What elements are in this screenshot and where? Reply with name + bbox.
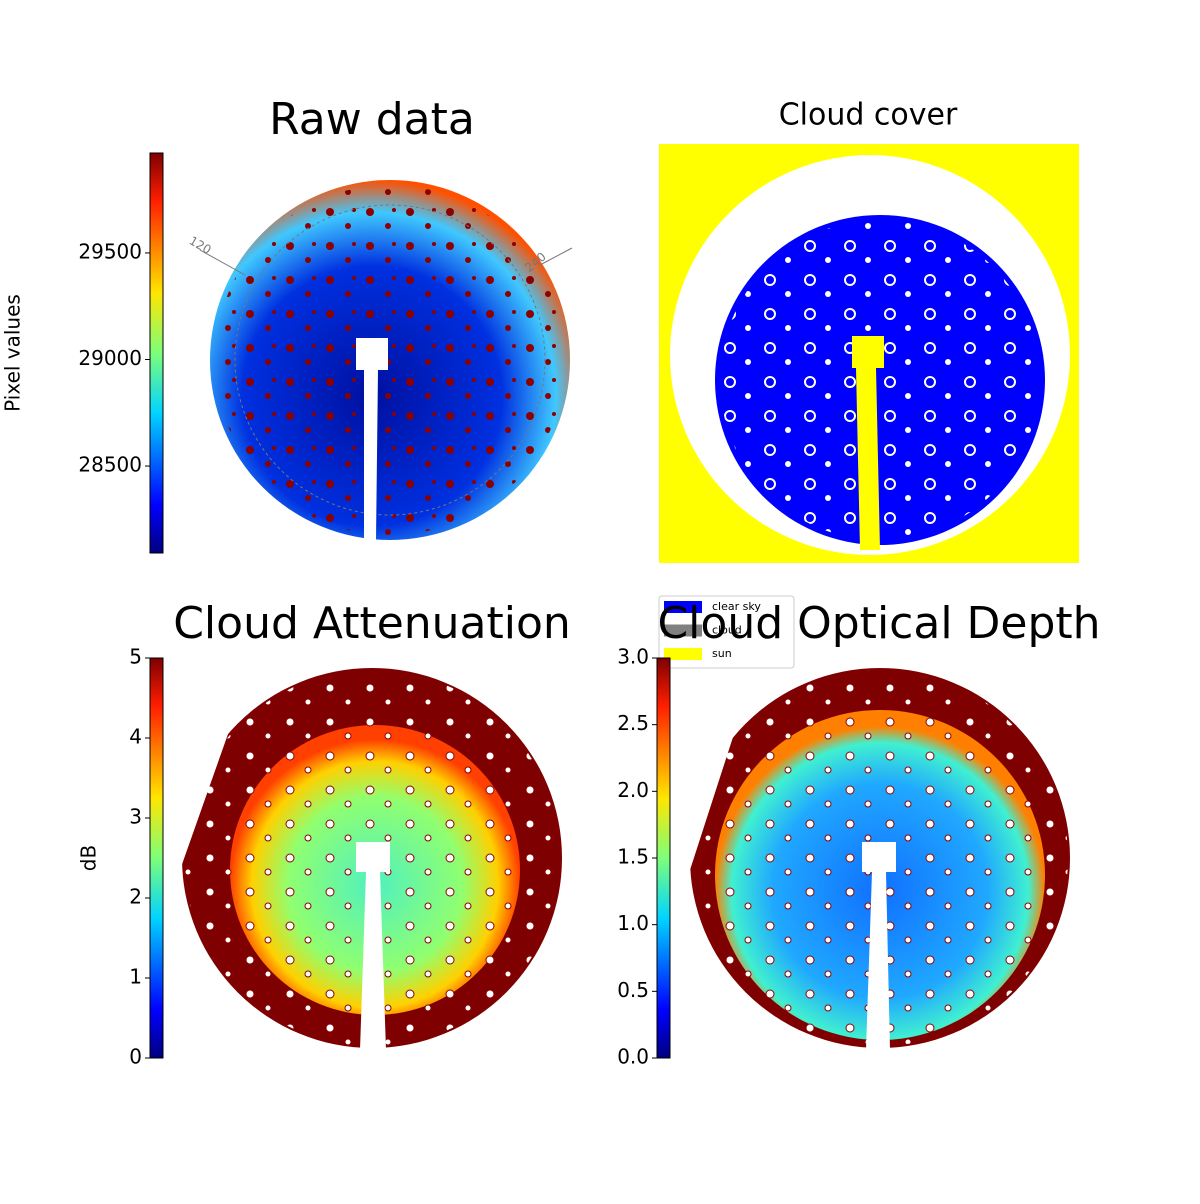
colorbar-tick-label: 0.0 [617, 1045, 649, 1069]
colorbar-tick-label: 28500 [78, 453, 142, 477]
colorbar [149, 152, 164, 554]
legend-swatch [664, 601, 702, 613]
colorbar-tick-label: 2.5 [617, 711, 649, 735]
colorbar-tick-label: 29000 [78, 346, 142, 370]
attenuation-image [180, 668, 562, 1050]
colorbar-tick-label: 4 [129, 725, 142, 749]
legend-label: sun [712, 647, 732, 660]
legend-swatch [664, 648, 702, 660]
colorbar [656, 657, 671, 1059]
raw-image [180, 170, 573, 540]
chart-title: Cloud Attenuation [173, 598, 571, 649]
colorbar-tick-label: 0.5 [617, 978, 649, 1002]
colorbar [149, 657, 164, 1059]
cloud-cover-image [659, 144, 1079, 563]
colorbar-tick-label: 2 [129, 885, 142, 909]
colorbar-tick-label: 2.0 [617, 778, 649, 802]
colorbar-tick-label: 1.5 [617, 845, 649, 869]
legend-swatch [664, 624, 702, 637]
chart-title: Raw data [269, 94, 475, 145]
legend-label: clear sky [712, 600, 761, 613]
colorbar-tick-label: 29500 [78, 239, 142, 263]
colorbar-tick-label: 1 [129, 965, 142, 989]
chart-title: Cloud Optical Depth [657, 598, 1100, 649]
colorbar-tick-label: 3 [129, 805, 142, 829]
colorbar-tick-label: 1.0 [617, 911, 649, 935]
chart-title: Cloud cover [779, 98, 958, 133]
legend-label: cloud [712, 624, 742, 637]
colorbar-tick-label: 3.0 [617, 645, 649, 669]
colorbar-label: Pixel values [1, 294, 25, 412]
colorbar-label: dB [77, 845, 101, 871]
colorbar-tick-label: 0 [129, 1045, 142, 1069]
cod-image [690, 668, 1070, 1050]
colorbar-tick-label: 5 [129, 645, 142, 669]
